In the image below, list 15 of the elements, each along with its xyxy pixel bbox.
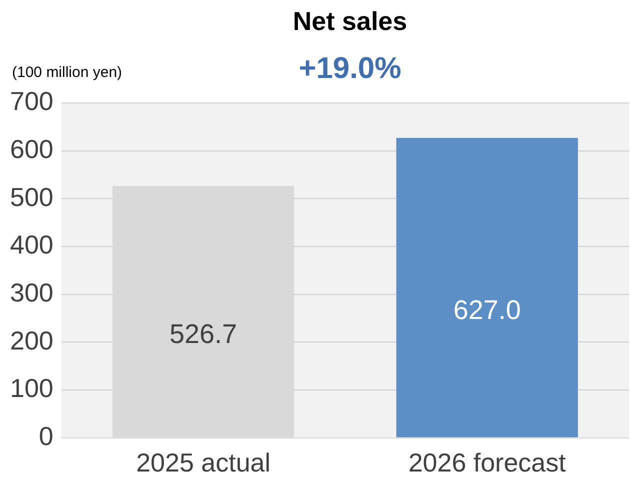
y-axis-title: (100 million yen) — [12, 64, 122, 81]
y-tick-label: 300 — [10, 277, 54, 308]
data-label: 526.7 — [169, 319, 238, 350]
y-tick-label: 500 — [10, 182, 54, 212]
y-tick-label: 100 — [10, 373, 54, 404]
y-tick-label: 600 — [10, 134, 54, 164]
x-tick-label: 2025 actual — [136, 448, 271, 478]
y-tick-label: 0 — [38, 420, 54, 451]
y-tick-label: 200 — [10, 325, 54, 356]
y-tick-label: 700 — [10, 86, 54, 116]
x-tick-label: 2026 forecast — [408, 448, 567, 478]
chart-title: Net sales — [292, 6, 408, 37]
data-label: 627.0 — [453, 295, 521, 326]
chart-subtitle: +19.0% — [298, 52, 402, 86]
y-tick-label: 400 — [10, 230, 54, 260]
